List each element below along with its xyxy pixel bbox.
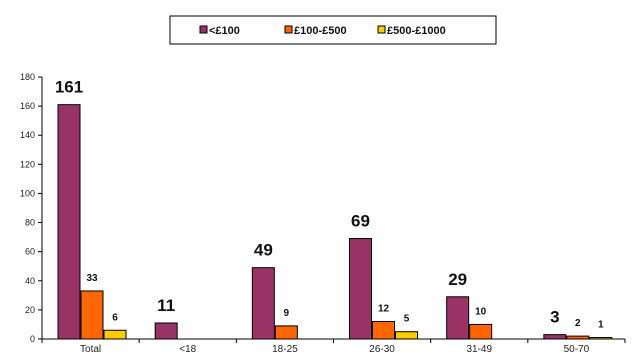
data-label: 5 [404, 314, 410, 325]
bar-3149-series-2 [469, 323, 493, 340]
data-label: 3 [550, 308, 559, 327]
bar-5070-series-2 [566, 335, 590, 340]
bar-2630-series-1 [349, 238, 372, 340]
legend-swatch-2 [284, 25, 293, 34]
y-ticks: 0 20 40 60 80 100 120 140 160 180 [20, 72, 626, 344]
data-label: 12 [378, 304, 390, 315]
y-tick-label: 80 [25, 218, 35, 228]
y-tick-label: 140 [20, 130, 35, 140]
y-tick-label: 180 [20, 72, 35, 82]
y-tick-label: 40 [25, 276, 35, 286]
bar-1825-series-1 [251, 267, 275, 340]
x-category-label: 18-25 [272, 344, 298, 355]
legend-label-2: £100-£500 [294, 25, 347, 37]
y-tick-label: 160 [20, 101, 35, 111]
data-label: 33 [86, 273, 98, 284]
x-category-label: Total [80, 344, 101, 355]
data-label: 6 [112, 312, 118, 323]
data-labels: 161 33 6 11 49 9 69 12 5 29 10 3 2 1 [55, 78, 604, 331]
x-category-label: 31-49 [466, 344, 492, 355]
legend-label-1: <£100 [209, 25, 240, 37]
bar-Total-series-3 [103, 329, 127, 340]
data-label: 1 [598, 320, 604, 331]
bar-2630-series-3 [395, 331, 418, 340]
data-label: 161 [55, 78, 83, 97]
legend-label-3: £500-£1000 [387, 25, 446, 37]
legend-swatch-1 [199, 25, 208, 34]
x-category-label: <18 [179, 344, 196, 355]
bar-2630-series-2 [372, 321, 395, 340]
data-label: 2 [575, 318, 581, 329]
bar-5070-series-3 [589, 337, 613, 340]
x-category-label: 50-70 [564, 344, 590, 355]
data-label: 29 [448, 270, 467, 289]
category-labels: Total <18 18-25 26-30 31-49 50-70 [80, 344, 590, 355]
bar-1825-series-2 [274, 325, 298, 340]
bar-5070-series-1 [543, 334, 567, 340]
data-label: 9 [284, 308, 290, 319]
legend-box [169, 15, 497, 45]
legend-swatch-3 [377, 25, 386, 34]
y-tick-label: 0 [30, 334, 35, 344]
data-label: 49 [254, 241, 273, 260]
bars [57, 104, 613, 340]
y-tick-label: 60 [25, 247, 35, 257]
bar-Total-series-2 [80, 290, 104, 340]
x-category-label: 26-30 [369, 344, 395, 355]
data-label: 69 [351, 212, 370, 231]
legend: <£100 £100-£500 £500-£1000 [169, 15, 497, 45]
y-tick-label: 120 [20, 159, 35, 169]
bar-Total-series-1 [57, 104, 81, 340]
data-label: 11 [157, 296, 175, 315]
y-tick-label: 20 [25, 305, 35, 315]
axes [41, 77, 625, 340]
data-label: 10 [475, 306, 487, 317]
y-tick-label: 100 [20, 188, 35, 198]
bar-3149-series-1 [446, 296, 470, 340]
bar-18-series-1 [154, 322, 178, 340]
